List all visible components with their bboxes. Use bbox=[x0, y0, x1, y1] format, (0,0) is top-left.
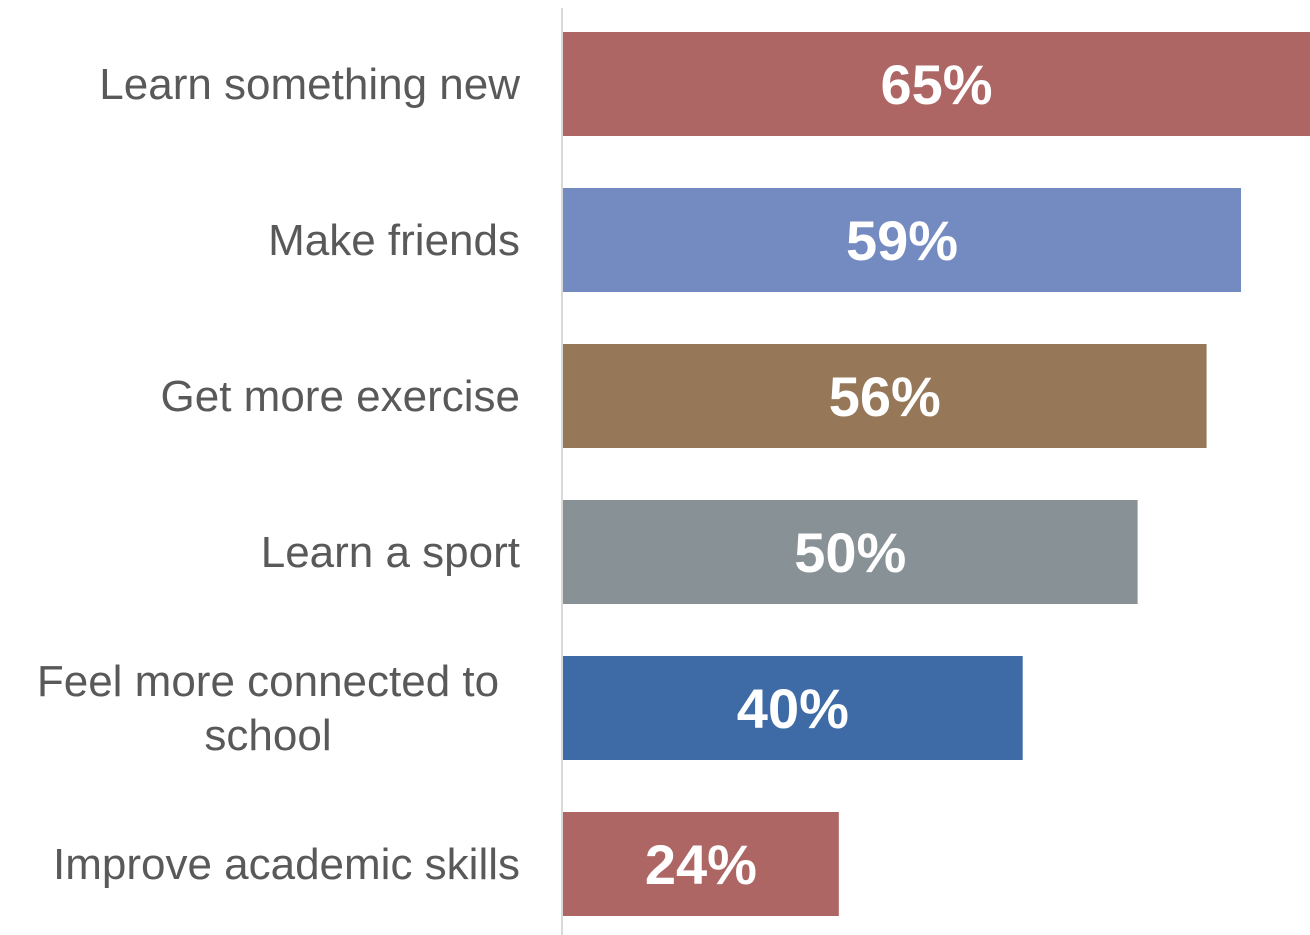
bar bbox=[563, 344, 1207, 448]
category-labels-layer: Learn something new Make friends Get more … bbox=[37, 60, 520, 889]
bar bbox=[563, 812, 839, 916]
value-label: 59% bbox=[846, 209, 958, 272]
bar bbox=[563, 188, 1242, 292]
bars-layer: 65% 59% 56% 50% 40% 24% bbox=[563, 32, 1310, 916]
category-label: Get more exercise bbox=[161, 372, 520, 421]
value-label: 65% bbox=[880, 53, 992, 116]
value-label: 40% bbox=[737, 677, 849, 740]
category-label: Improve academic skills bbox=[53, 840, 520, 889]
category-label: Learn a sport bbox=[261, 528, 520, 577]
bar bbox=[563, 32, 1310, 136]
category-label: Feel more connected to school bbox=[37, 657, 499, 760]
category-label: Learn something new bbox=[99, 60, 520, 109]
value-label: 24% bbox=[645, 833, 757, 896]
value-label: 56% bbox=[829, 365, 941, 428]
bar bbox=[563, 656, 1023, 760]
category-label: Make friends bbox=[268, 216, 520, 265]
value-label: 50% bbox=[794, 521, 906, 584]
bar bbox=[563, 500, 1138, 604]
